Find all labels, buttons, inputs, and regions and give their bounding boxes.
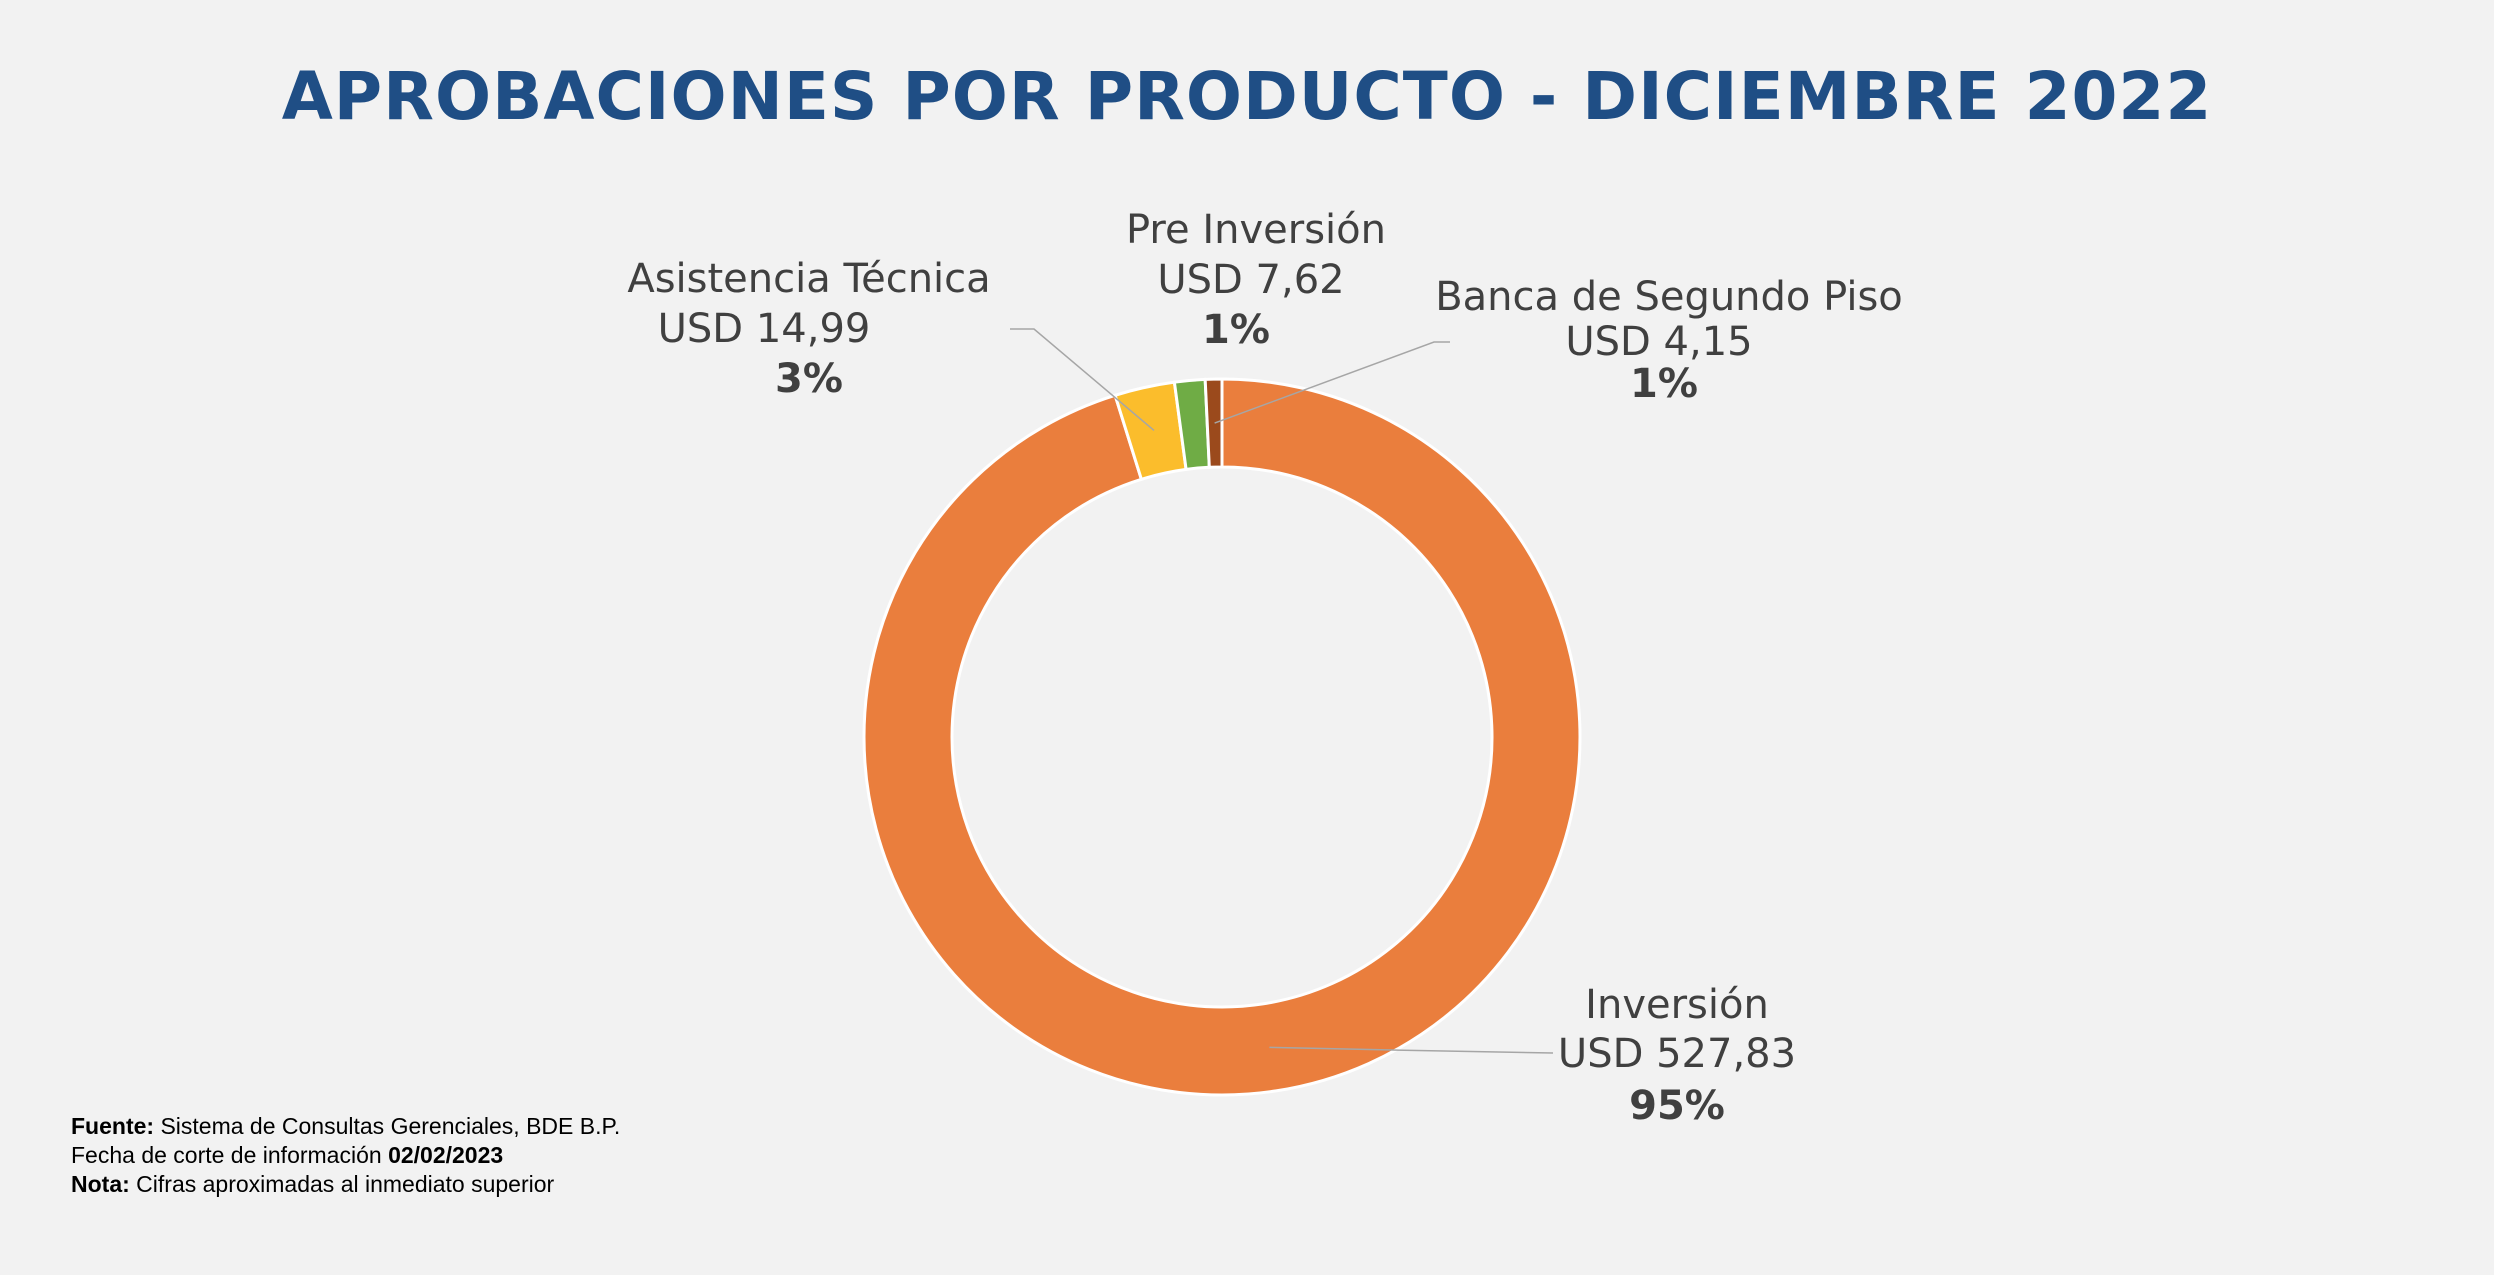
cutoff-date-note: Fecha de corte de información 02/02/2023	[71, 1141, 620, 1170]
note-label: Nota:	[71, 1171, 130, 1197]
donut-slice	[862, 377, 1582, 1097]
leader-line	[1010, 328, 1155, 432]
slice-label-percent: 1%	[1630, 361, 1698, 407]
footnotes: Fuente: Sistema de Consultas Gerenciales…	[71, 1112, 620, 1199]
leader-line	[1214, 341, 1450, 424]
source-label: Fuente:	[71, 1113, 155, 1139]
slice-label-value: USD 527,83	[1558, 1031, 1796, 1077]
donut-slices	[862, 377, 1582, 1097]
leader-line	[1269, 1046, 1554, 1054]
chart-title: APROBACIONES POR PRODUCTO - DICIEMBRE 20…	[281, 58, 2213, 135]
source-note: Fuente: Sistema de Consultas Gerenciales…	[71, 1112, 620, 1141]
slice-label-name: Pre Inversión	[1126, 207, 1386, 253]
slice-label-value: USD 7,62	[1157, 257, 1344, 303]
note-text: Cifras aproximadas al inmediato superior	[136, 1171, 555, 1197]
slice-label-percent: 95%	[1629, 1083, 1725, 1129]
donut-slice	[1203, 377, 1224, 469]
cutoff-date-value: 02/02/2023	[388, 1142, 504, 1168]
data-labels: Inversión USD 527,83 95% Asistencia Técn…	[627, 207, 1902, 1129]
leader-lines	[1010, 328, 1554, 1054]
slice-label-percent: 1%	[1202, 307, 1270, 353]
slice-label-value: USD 4,15	[1565, 319, 1752, 365]
slice-label-name: Inversión	[1585, 982, 1769, 1028]
slice-label-name: Banca de Segundo Piso	[1435, 274, 1903, 320]
slice-label-value: USD 14,99	[658, 306, 871, 352]
note: Nota: Cifras aproximadas al inmediato su…	[71, 1170, 620, 1199]
slice-label-percent: 3%	[775, 356, 843, 402]
slice-label-name: Asistencia Técnica	[627, 256, 990, 302]
source-text: Sistema de Consultas Gerenciales, BDE B.…	[160, 1113, 621, 1139]
cutoff-date-text: Fecha de corte de información	[71, 1142, 382, 1168]
